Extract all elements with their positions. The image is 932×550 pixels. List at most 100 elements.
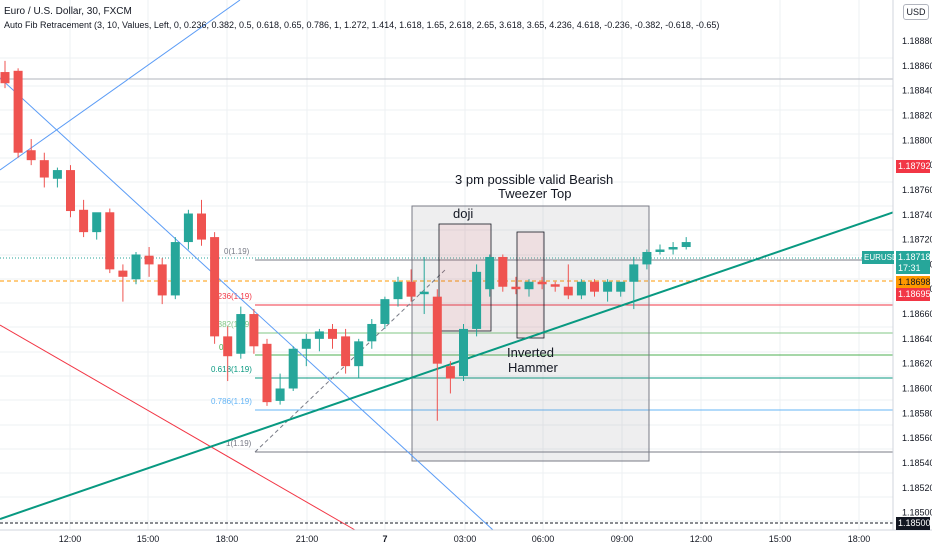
candle-body[interactable] — [354, 341, 364, 367]
orange-price-badge: 1.18698 — [896, 276, 931, 289]
time-tick-label: 18:00 — [216, 534, 239, 544]
candle-body[interactable] — [563, 286, 573, 296]
price-tick-label: 1.18860 — [902, 61, 932, 71]
price-tick-label: 1.18640 — [902, 334, 932, 344]
doji-box[interactable] — [438, 223, 492, 332]
candle-body[interactable] — [419, 291, 429, 295]
candle-body[interactable] — [367, 323, 377, 342]
gray-price-badge: 1.18695 — [896, 288, 931, 301]
candle-body[interactable] — [131, 254, 141, 280]
green-trend-line[interactable] — [0, 210, 898, 520]
candle-body[interactable] — [445, 366, 455, 379]
candle-body[interactable] — [170, 242, 180, 296]
candle-body[interactable] — [655, 249, 665, 252]
candle-body[interactable] — [341, 336, 351, 367]
candle-body[interactable] — [459, 328, 468, 377]
price-tick-label: 1.18880 — [902, 36, 932, 46]
price-tick-label: 1.18760 — [902, 185, 932, 195]
candle-body[interactable] — [590, 281, 599, 292]
fib-trend-line — [254, 269, 446, 453]
candle-body[interactable] — [616, 281, 626, 292]
candle-body[interactable] — [144, 255, 154, 265]
candle-body[interactable] — [52, 170, 62, 179]
red-price-badge: 1.18792 — [896, 160, 931, 173]
candle-body[interactable] — [406, 281, 416, 297]
annotation-doji[interactable]: doji — [453, 206, 474, 221]
candle-body[interactable] — [328, 328, 337, 339]
candle-body[interactable] — [249, 314, 259, 347]
price-tick-label: 1.18820 — [902, 110, 932, 120]
candle-body[interactable] — [576, 281, 586, 296]
candle-body[interactable] — [603, 281, 613, 292]
candle-body[interactable] — [26, 150, 36, 161]
fib-label-0236: 0.236(1.19) — [211, 292, 252, 301]
symbol-title[interactable]: Euro / U.S. Dollar, 30, FXCM — [4, 6, 132, 17]
currency-button[interactable]: USD — [903, 4, 929, 20]
candle-body[interactable] — [197, 213, 206, 240]
price-axis[interactable] — [893, 0, 932, 550]
indicator-legend[interactable]: Auto Fib Retracement (3, 10, Values, Lef… — [4, 20, 720, 30]
candle-body[interactable] — [0, 72, 10, 84]
candle-body[interactable] — [157, 264, 167, 296]
candle-body[interactable] — [642, 251, 652, 265]
candle-body[interactable] — [262, 343, 272, 403]
candle-body[interactable] — [275, 388, 285, 401]
annotation-inverted[interactable]: Inverted — [507, 345, 554, 360]
current-price: 1.18718 — [898, 252, 931, 262]
candle-body[interactable] — [236, 314, 246, 354]
candle-body[interactable] — [288, 348, 298, 389]
fib-label-0382: 0.382(1.19) — [211, 320, 252, 329]
fib-label-0786: 0.786(1.19) — [211, 397, 252, 406]
candlestick-series — [0, 60, 691, 421]
price-tick-label: 1.18500 — [902, 508, 932, 518]
candle-body[interactable] — [210, 237, 220, 337]
annotation-hammer[interactable]: Hammer — [508, 360, 558, 375]
symbol-badge: EURUSD — [862, 251, 898, 264]
candle-body[interactable] — [92, 212, 102, 233]
price-tick-label: 1.18600 — [902, 383, 932, 393]
candle-body[interactable] — [550, 284, 560, 287]
candle-body[interactable] — [668, 247, 678, 250]
time-tick-label: 21:00 — [296, 534, 319, 544]
candle-body[interactable] — [183, 213, 193, 243]
price-tick-label: 1.18720 — [902, 235, 932, 245]
candle-body[interactable] — [498, 256, 508, 287]
candle-body[interactable] — [13, 70, 23, 153]
time-tick-label: 7 — [382, 534, 387, 544]
fib-label-1: 1(1.19) — [226, 439, 252, 448]
bar-countdown: 17:31 — [898, 263, 921, 273]
candle-body[interactable] — [118, 270, 128, 277]
candle-body[interactable] — [472, 271, 482, 329]
price-tick-label: 1.18740 — [902, 210, 932, 220]
candle-body[interactable] — [511, 286, 521, 290]
candle-body[interactable] — [314, 331, 324, 339]
red-trend-line[interactable] — [0, 324, 356, 531]
candle-body[interactable] — [432, 296, 442, 364]
tweezer-top-box[interactable] — [411, 205, 650, 462]
blue-trend-line-down[interactable] — [0, 77, 494, 531]
candle-body[interactable] — [629, 264, 639, 282]
price-tick-label: 1.18560 — [902, 433, 932, 443]
time-axis-ticks: 12:00 15:00 18:00 21:00 7 03:00 06:00 09:00 12:0… — [59, 534, 871, 544]
blue-trend-line-upper[interactable] — [0, 0, 241, 171]
candle-body[interactable] — [301, 338, 311, 349]
annotation-title-line1[interactable]: 3 pm possible valid Bearish — [455, 172, 614, 187]
candle-body[interactable] — [380, 299, 390, 324]
candle-body[interactable] — [39, 160, 49, 178]
candle-body[interactable] — [79, 209, 89, 233]
candle-body[interactable] — [524, 281, 534, 290]
candle-body[interactable] — [681, 242, 691, 248]
candle-body[interactable] — [485, 256, 495, 290]
price-tick-label: 1.18580 — [902, 408, 932, 418]
time-tick-label: 06:00 — [532, 534, 555, 544]
candle-body[interactable] — [393, 281, 403, 300]
bottom-price-badge: 1.18500 — [896, 517, 931, 530]
fib-label-05: 0 — [219, 343, 224, 352]
time-tick-label: 15:00 — [137, 534, 160, 544]
annotation-title-line2[interactable]: Tweezer Top — [498, 186, 572, 201]
candle-body[interactable] — [66, 170, 75, 212]
candle-body[interactable] — [105, 212, 115, 270]
candle-body[interactable] — [537, 281, 547, 285]
candle-body[interactable] — [223, 336, 233, 357]
